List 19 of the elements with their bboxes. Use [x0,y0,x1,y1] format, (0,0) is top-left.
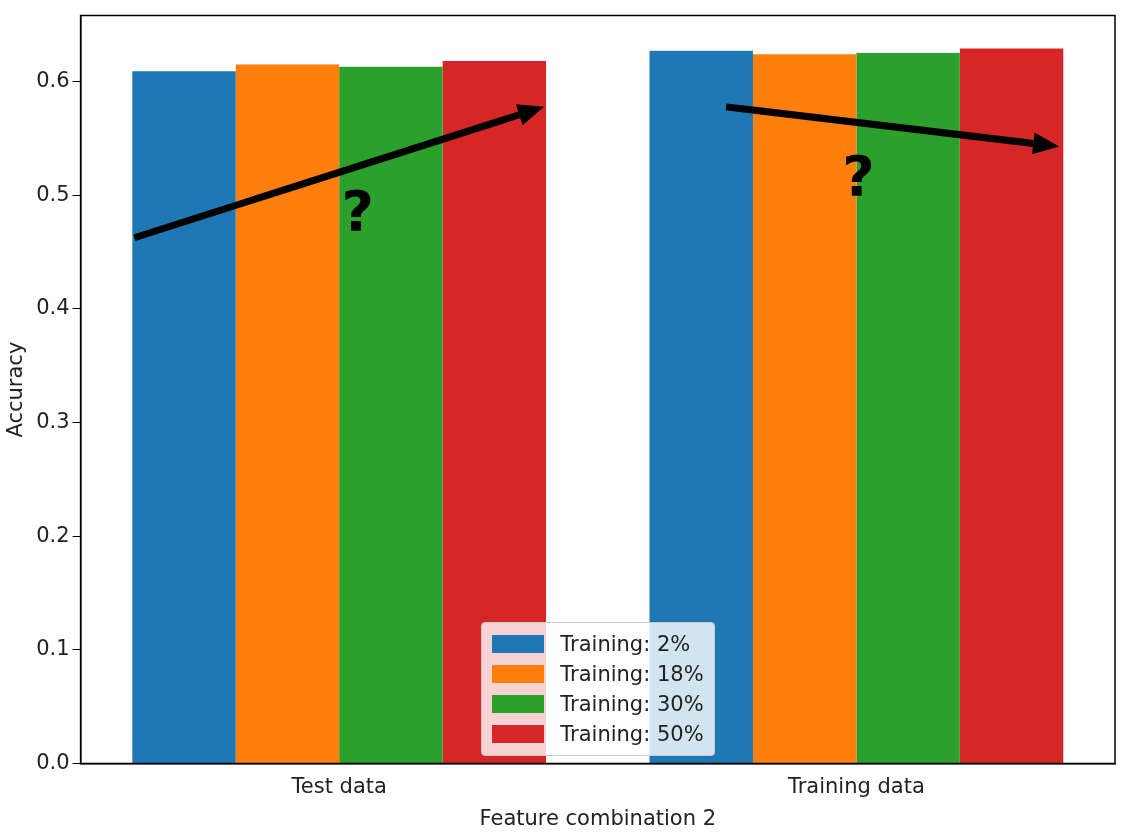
y-tick-label: 0.6 [36,67,70,92]
y-tick-label: 0.5 [36,181,70,206]
y-tick-label: 0.2 [36,522,70,547]
x-axis-title: Feature combination 2 [479,805,717,830]
x-tick-label: Test data [290,773,387,798]
bar [235,64,340,764]
annotation: ? [341,177,375,243]
legend-label: Training: 18% [560,661,704,686]
legend-label: Training: 30% [560,691,704,716]
bar [339,66,443,764]
y-tick-label: 0.3 [36,409,70,434]
y-tick-label: 0.4 [36,295,70,320]
x-tick-label: Training data [786,773,925,798]
y-tick-label: 0.1 [36,636,70,661]
y-axis-title: Accuracy [3,341,28,438]
bar [132,71,236,764]
legend-label: Training: 2% [560,631,691,656]
legend-label: Training: 50% [560,721,704,746]
y-tick-label: 0.0 [36,750,70,775]
